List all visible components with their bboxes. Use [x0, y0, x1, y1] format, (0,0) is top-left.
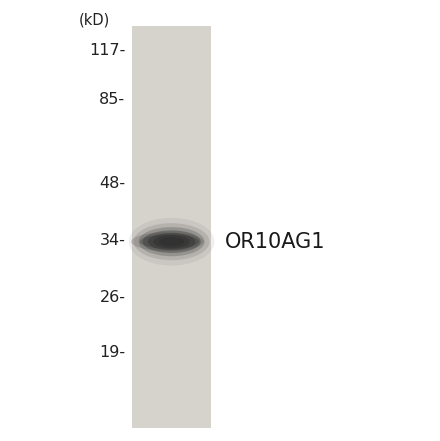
Text: 34-: 34- — [99, 233, 125, 248]
Ellipse shape — [131, 232, 203, 251]
Ellipse shape — [139, 227, 205, 256]
Ellipse shape — [143, 230, 201, 253]
Text: 117-: 117- — [89, 43, 125, 58]
Ellipse shape — [154, 235, 190, 248]
Ellipse shape — [129, 218, 215, 265]
Bar — [132, 26, 211, 428]
Ellipse shape — [134, 223, 209, 260]
Text: 26-: 26- — [99, 290, 125, 305]
Text: 85-: 85- — [99, 92, 125, 107]
Text: (kD): (kD) — [79, 12, 110, 27]
Ellipse shape — [140, 235, 199, 249]
Ellipse shape — [148, 233, 195, 250]
Text: 48-: 48- — [99, 176, 125, 191]
Text: OR10AG1: OR10AG1 — [224, 232, 325, 252]
Text: 19-: 19- — [99, 345, 125, 360]
Ellipse shape — [159, 237, 184, 246]
